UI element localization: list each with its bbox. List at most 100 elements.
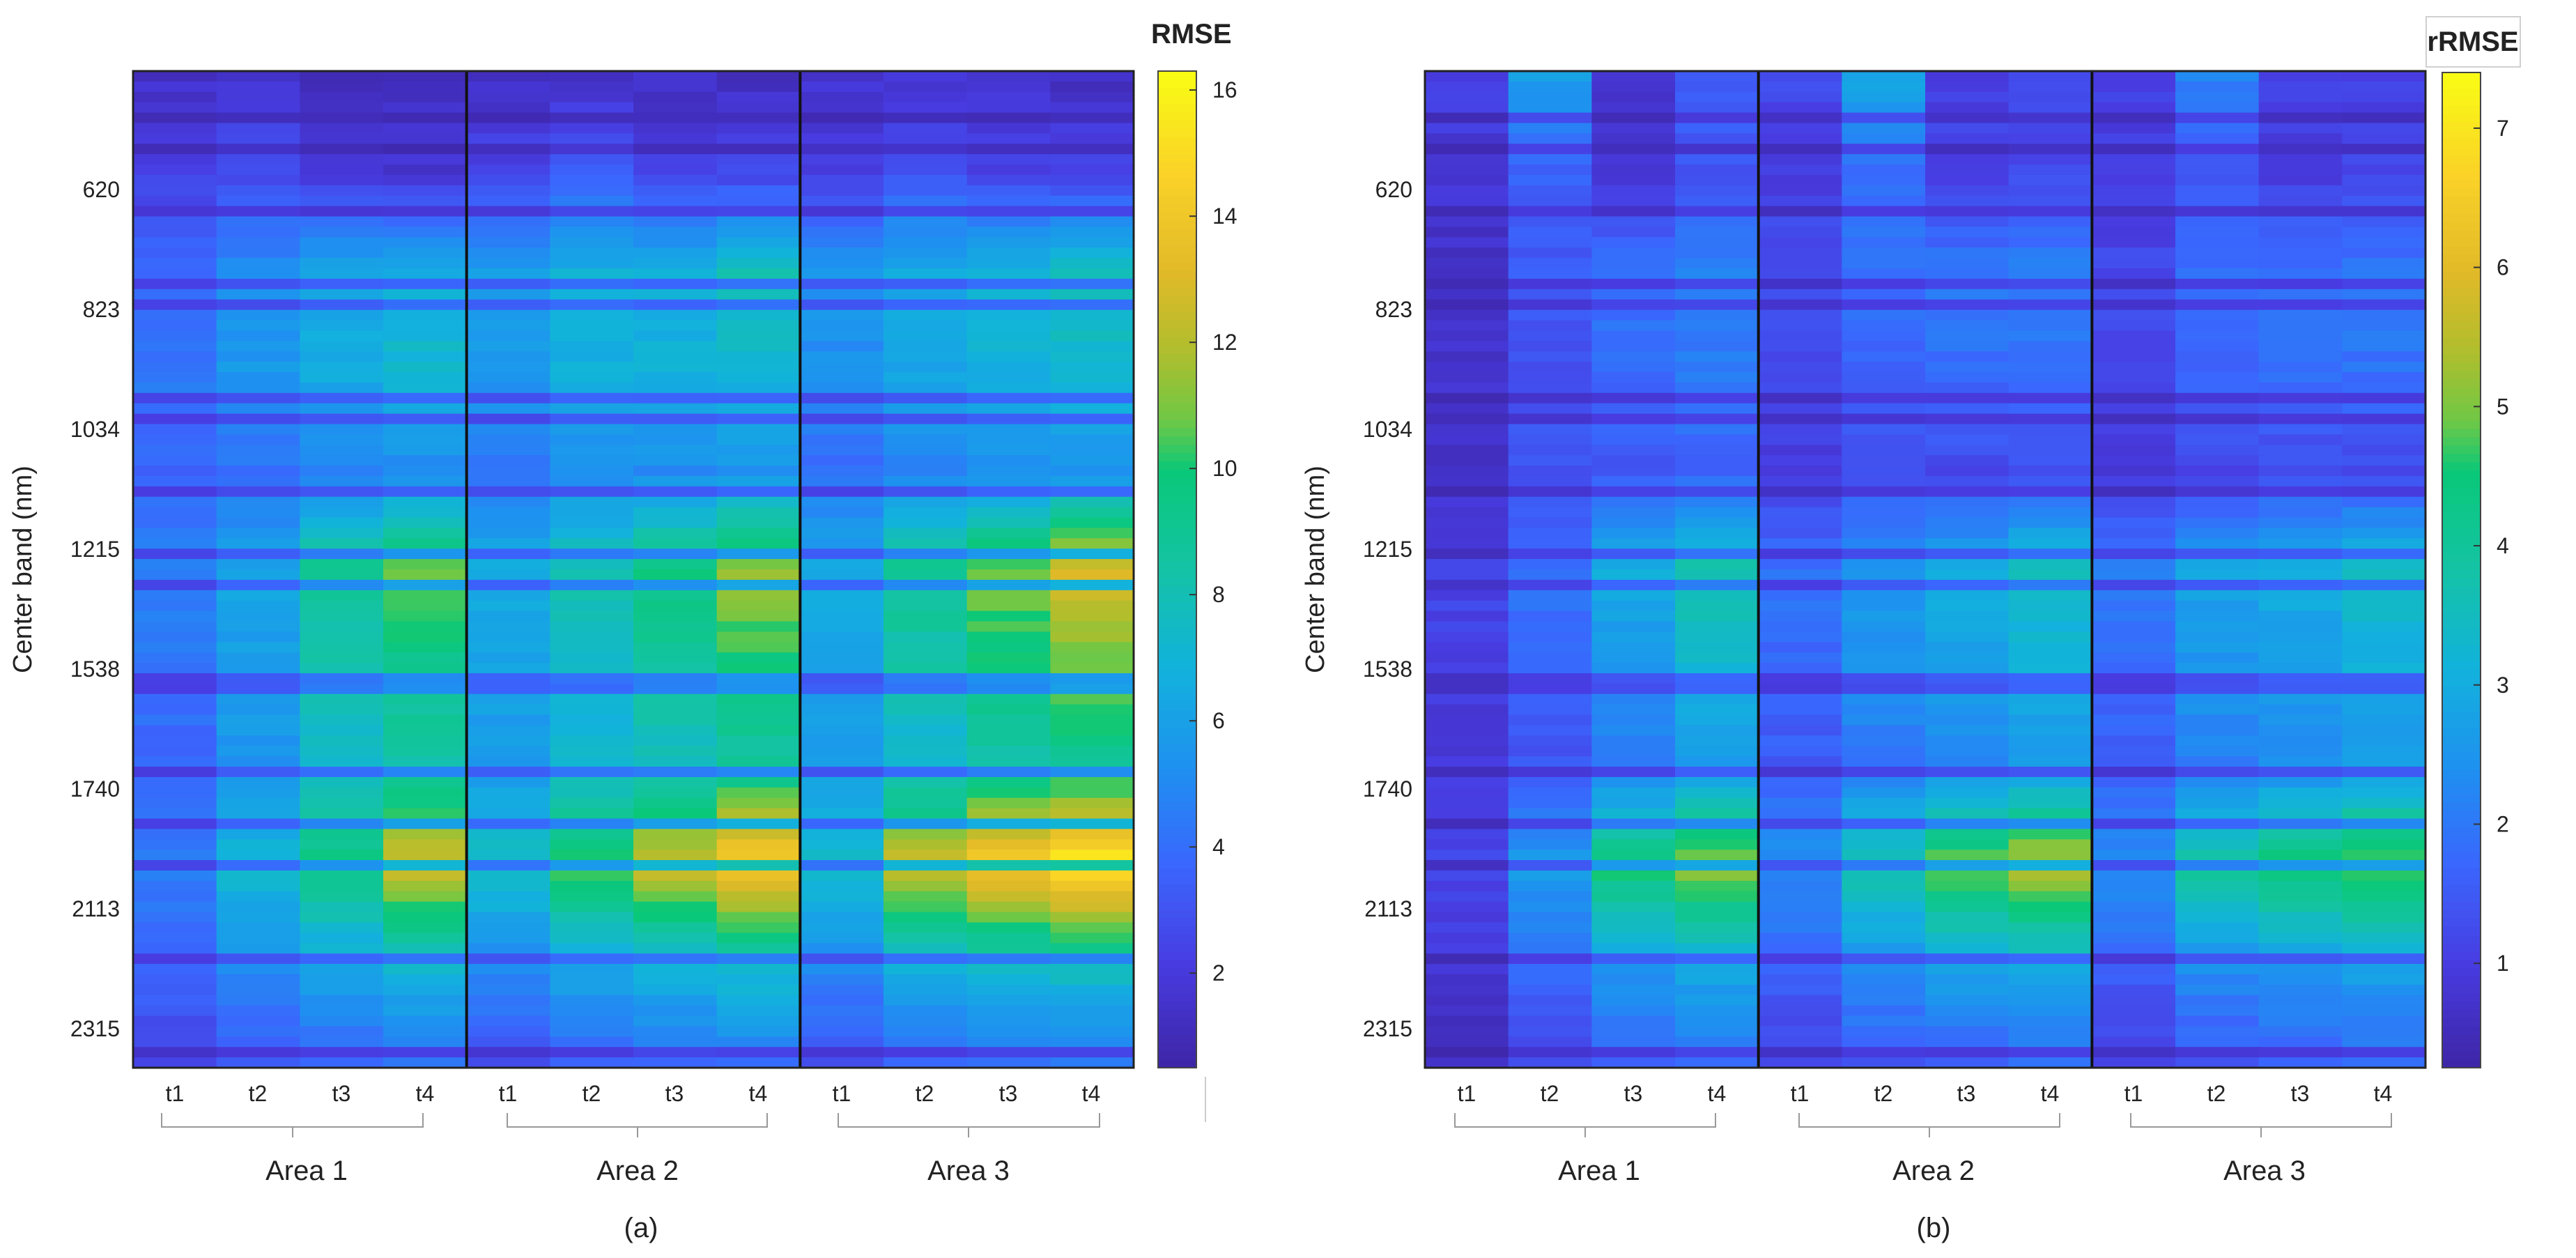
heatmap-cell: [1758, 974, 1842, 985]
heatmap-cell: [2342, 964, 2426, 975]
heatmap-cell: [383, 341, 468, 352]
heatmap-cell: [383, 693, 468, 705]
heatmap-cell: [383, 392, 468, 404]
heatmap-cell: [2258, 206, 2343, 217]
heatmap-cell: [884, 309, 968, 321]
heatmap-cell: [466, 611, 550, 622]
heatmap-cell: [550, 797, 634, 809]
heatmap-cell: [2175, 91, 2260, 103]
heatmap-cell: [466, 974, 550, 985]
heatmap-cell: [383, 974, 468, 985]
heatmap-cell: [1675, 953, 1759, 965]
heatmap-cell: [300, 693, 384, 705]
heatmap-cell: [300, 943, 384, 954]
heatmap-cell: [300, 850, 384, 861]
heatmap-cell: [216, 652, 300, 663]
heatmap-cell: [1425, 818, 1509, 829]
heatmap-cell: [216, 631, 300, 643]
heatmap-cell: [1758, 1057, 1842, 1068]
heatmap-cell: [1425, 569, 1509, 581]
heatmap-cell: [383, 112, 468, 124]
y-tick-label: 1740: [70, 776, 120, 801]
heatmap-cell: [966, 133, 1051, 144]
heatmap-cell: [2258, 538, 2343, 549]
heatmap-cell: [133, 91, 217, 103]
heatmap-cell: [1508, 144, 1592, 155]
heatmap-cell: [1758, 455, 1842, 466]
heatmap-cell: [1925, 621, 2010, 632]
heatmap-cell: [1508, 974, 1592, 985]
heatmap-cell: [884, 621, 968, 632]
heatmap-cell: [383, 102, 468, 114]
heatmap-cell: [966, 600, 1051, 612]
heatmap-cell: [216, 466, 300, 477]
heatmap-cell: [1425, 642, 1509, 653]
colorbar-swatch: [1158, 528, 1196, 537]
heatmap-cell: [133, 81, 217, 93]
heatmap-cell: [1050, 673, 1134, 684]
heatmap-cell: [716, 995, 801, 1006]
heatmap-cell: [1508, 880, 1592, 892]
colorbar-swatch: [1158, 146, 1196, 155]
heatmap-cell: [1675, 1036, 1759, 1048]
colorbar-swatch: [1158, 884, 1196, 894]
heatmap-cell: [1050, 922, 1134, 933]
heatmap-cell: [2092, 154, 2176, 165]
heatmap-cell: [383, 247, 468, 259]
heatmap-cell: [2092, 984, 2176, 996]
heatmap-cell: [884, 974, 968, 985]
heatmap-cell: [2258, 673, 2343, 684]
heatmap-cell: [2092, 974, 2176, 985]
heatmap-cell: [1925, 776, 2010, 788]
heatmap-cell: [1925, 216, 2010, 228]
heatmap-cell: [966, 652, 1051, 663]
heatmap-cell: [466, 341, 550, 352]
heatmap-cell: [1591, 621, 1676, 632]
heatmap-cell: [300, 528, 384, 539]
heatmap-cell: [1425, 1026, 1509, 1037]
colorbar-swatch: [1158, 519, 1196, 529]
heatmap-cell: [1758, 953, 1842, 965]
heatmap-cell: [1758, 850, 1842, 861]
heatmap-cell: [884, 1057, 968, 1068]
heatmap-cell: [1591, 403, 1676, 415]
heatmap-cell: [216, 112, 300, 124]
heatmap-cell: [716, 725, 801, 736]
heatmap-cell: [1758, 195, 1842, 207]
heatmap-cell: [2342, 486, 2426, 498]
heatmap-cell: [1675, 725, 1759, 736]
heatmap-cell: [1508, 247, 1592, 259]
heatmap-cell: [2175, 704, 2260, 716]
heatmap-cell: [550, 590, 634, 601]
heatmap-cell: [2008, 289, 2092, 300]
heatmap-cell: [1675, 351, 1759, 362]
heatmap-cell: [216, 538, 300, 549]
heatmap-cell: [1050, 517, 1134, 529]
heatmap-cell: [2175, 1036, 2260, 1048]
heatmap-cell: [133, 746, 217, 757]
heatmap-cell: [2092, 767, 2176, 778]
colorbar-swatch: [2442, 893, 2481, 903]
heatmap-cell: [216, 735, 300, 746]
heatmap-cell: [1425, 247, 1509, 259]
heatmap-cell: [800, 486, 884, 498]
heatmap-cell: [1508, 174, 1592, 186]
heatmap-cell: [1591, 549, 1676, 560]
heatmap-cell: [800, 1015, 884, 1027]
heatmap-cell: [133, 1047, 217, 1058]
heatmap-cell: [1050, 434, 1134, 445]
colorbar-swatch: [2442, 1009, 2481, 1019]
heatmap-cell: [383, 995, 468, 1006]
x-tick-label: t2: [2207, 1081, 2226, 1106]
heatmap-cell: [216, 1036, 300, 1048]
heatmap-cell: [633, 154, 718, 165]
heatmap-cell: [716, 735, 801, 746]
colorbar-swatch: [2442, 595, 2481, 604]
heatmap-cell: [1425, 797, 1509, 809]
heatmap-cell: [2008, 611, 2092, 622]
heatmap-cell: [300, 673, 384, 684]
heatmap-cell: [1591, 891, 1676, 903]
heatmap-cell: [466, 351, 550, 362]
heatmap-cell: [1758, 445, 1842, 456]
